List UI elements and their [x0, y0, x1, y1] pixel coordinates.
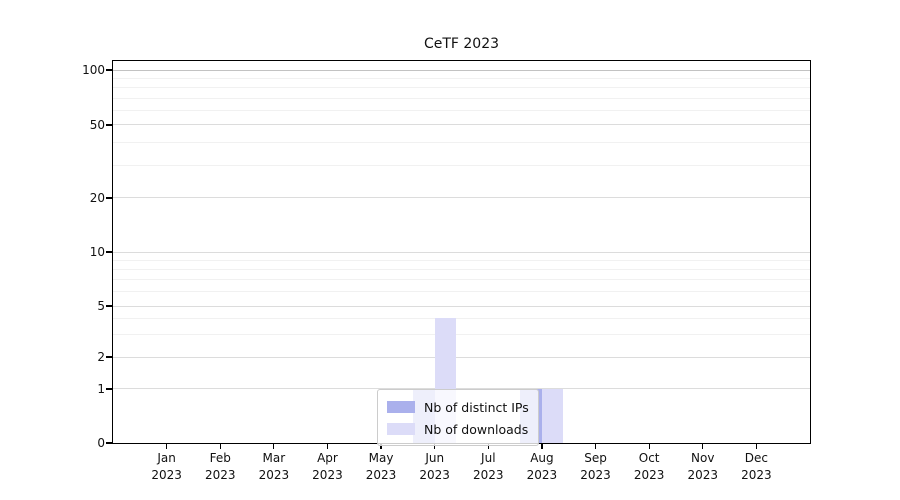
- x-axis-label: Nov 2023: [675, 450, 731, 483]
- x-axis-tick-mark: [326, 444, 329, 449]
- y-axis-tick-label: 50: [89, 117, 105, 132]
- x-axis-label-year: 2023: [633, 467, 665, 482]
- gridline-minor: [113, 259, 810, 261]
- y-axis-tick-label: 10: [89, 245, 105, 259]
- x-axis-tick-mark: [273, 444, 275, 449]
- gridline-minor: [113, 291, 810, 293]
- gridline-major: [113, 251, 810, 253]
- x-axis-tick-mark: [434, 444, 436, 449]
- x-axis-label-year: 2023: [365, 467, 397, 482]
- x-axis-label-month: Jan: [157, 451, 176, 465]
- gridline-minor: [113, 268, 810, 270]
- legend: Nb of distinct IPs Nb of downloads: [377, 389, 539, 446]
- y-axis-tick-mark: [106, 388, 113, 390]
- x-axis-label: Jun 2023: [407, 450, 463, 483]
- x-axis-label-year: 2023: [258, 467, 290, 482]
- x-axis-label-month: Nov: [691, 451, 715, 465]
- x-axis-label-year: 2023: [419, 467, 450, 482]
- x-axis-label-year: 2023: [151, 467, 182, 482]
- x-axis-label-year: 2023: [526, 467, 558, 482]
- y-axis-tick-mark: [106, 356, 113, 358]
- gridline-minor: [113, 279, 810, 281]
- x-axis-label: Mar 2023: [246, 450, 302, 483]
- y-axis-tick-label: 2: [97, 350, 105, 364]
- gridline-major: [113, 69, 810, 71]
- gridline-minor: [113, 77, 810, 79]
- plot-area: Nb of distinct IPs Nb of downloads 0 1 2 5 10…: [82, 60, 811, 482]
- gridline-minor: [113, 110, 810, 112]
- x-axis-label: Jan 2023: [139, 450, 195, 483]
- y-axis-tick-label: 20: [89, 190, 105, 205]
- x-axis-label: Aug 2023: [514, 450, 570, 483]
- gridline-minor: [113, 97, 810, 99]
- x-axis-label-year: 2023: [687, 467, 719, 482]
- x-axis-label: Dec 2023: [728, 450, 784, 483]
- x-axis-label: May 2023: [353, 450, 409, 483]
- legend-entry: Nb of downloads: [387, 418, 529, 440]
- legend-label: Nb of distinct IPs: [424, 399, 529, 415]
- x-axis-label-year: 2023: [741, 467, 772, 482]
- y-axis-tick-label: 100: [82, 63, 105, 77]
- x-axis-label-month: Oct: [638, 451, 660, 465]
- x-axis-label-year: 2023: [580, 467, 611, 482]
- y-axis-tick-mark: [106, 197, 113, 199]
- x-axis-tick-mark: [380, 444, 382, 449]
- gridline-minor: [113, 87, 810, 89]
- x-axis-label-year: 2023: [312, 467, 343, 482]
- x-axis-tick-mark: [702, 444, 704, 449]
- gridline-major: [113, 124, 810, 126]
- y-axis-tick-label: 0: [97, 436, 105, 450]
- legend-entry: Nb of distinct IPs: [387, 396, 529, 418]
- x-axis-label: Oct 2023: [621, 450, 677, 483]
- x-axis-label-month: Jun: [425, 451, 445, 465]
- y-axis-tick-label: 5: [97, 299, 105, 313]
- x-axis-label-month: Mar: [262, 451, 286, 465]
- x-axis-label-month: Feb: [209, 451, 231, 465]
- x-axis-label-year: 2023: [204, 467, 236, 482]
- x-axis-tick-mark: [219, 444, 221, 449]
- gridline-major: [113, 305, 810, 307]
- gridline-major: [113, 197, 810, 199]
- gridline-minor: [113, 333, 810, 335]
- gridline-minor: [113, 317, 810, 319]
- x-axis-label-month: Apr: [317, 451, 338, 465]
- legend-swatch: [387, 423, 415, 435]
- gridline-major: [113, 388, 810, 390]
- bar-aug-s1: [541, 388, 564, 443]
- x-axis-label-month: Dec: [744, 451, 768, 465]
- x-axis-tick-mark: [541, 444, 543, 449]
- y-axis-tick-mark: [106, 305, 113, 307]
- chart-title: CeTF 2023: [423, 36, 500, 52]
- y-axis-tick-mark: [106, 124, 113, 126]
- x-axis-label: Jul 2023: [460, 450, 516, 483]
- x-axis-tick-mark: [755, 444, 757, 449]
- legend-swatch: [387, 401, 415, 413]
- x-axis-label: Feb 2023: [192, 450, 248, 483]
- x-axis-label-year: 2023: [473, 467, 504, 482]
- y-axis-tick-label: 1: [97, 381, 105, 396]
- x-axis-label: Sep 2023: [568, 450, 624, 483]
- x-axis-tick-mark: [487, 444, 489, 449]
- y-axis-tick-mark: [106, 69, 113, 71]
- x-axis-label: Apr 2023: [299, 450, 355, 483]
- y-axis-tick-mark: [106, 251, 113, 253]
- x-axis-tick-mark: [648, 444, 650, 449]
- x-axis-label-month: Jul: [481, 451, 496, 465]
- x-axis-label-month: May: [368, 451, 394, 465]
- x-axis-label-month: Sep: [584, 451, 607, 465]
- x-axis-tick-mark: [166, 444, 168, 449]
- gridline-minor: [113, 142, 810, 144]
- y-axis-tick-mark: [106, 442, 113, 444]
- gridline-minor: [113, 165, 810, 167]
- gridline-major: [113, 356, 810, 358]
- legend-label: Nb of downloads: [424, 421, 529, 437]
- x-axis-tick-mark: [594, 444, 597, 449]
- x-axis-label-month: Aug: [530, 451, 554, 465]
